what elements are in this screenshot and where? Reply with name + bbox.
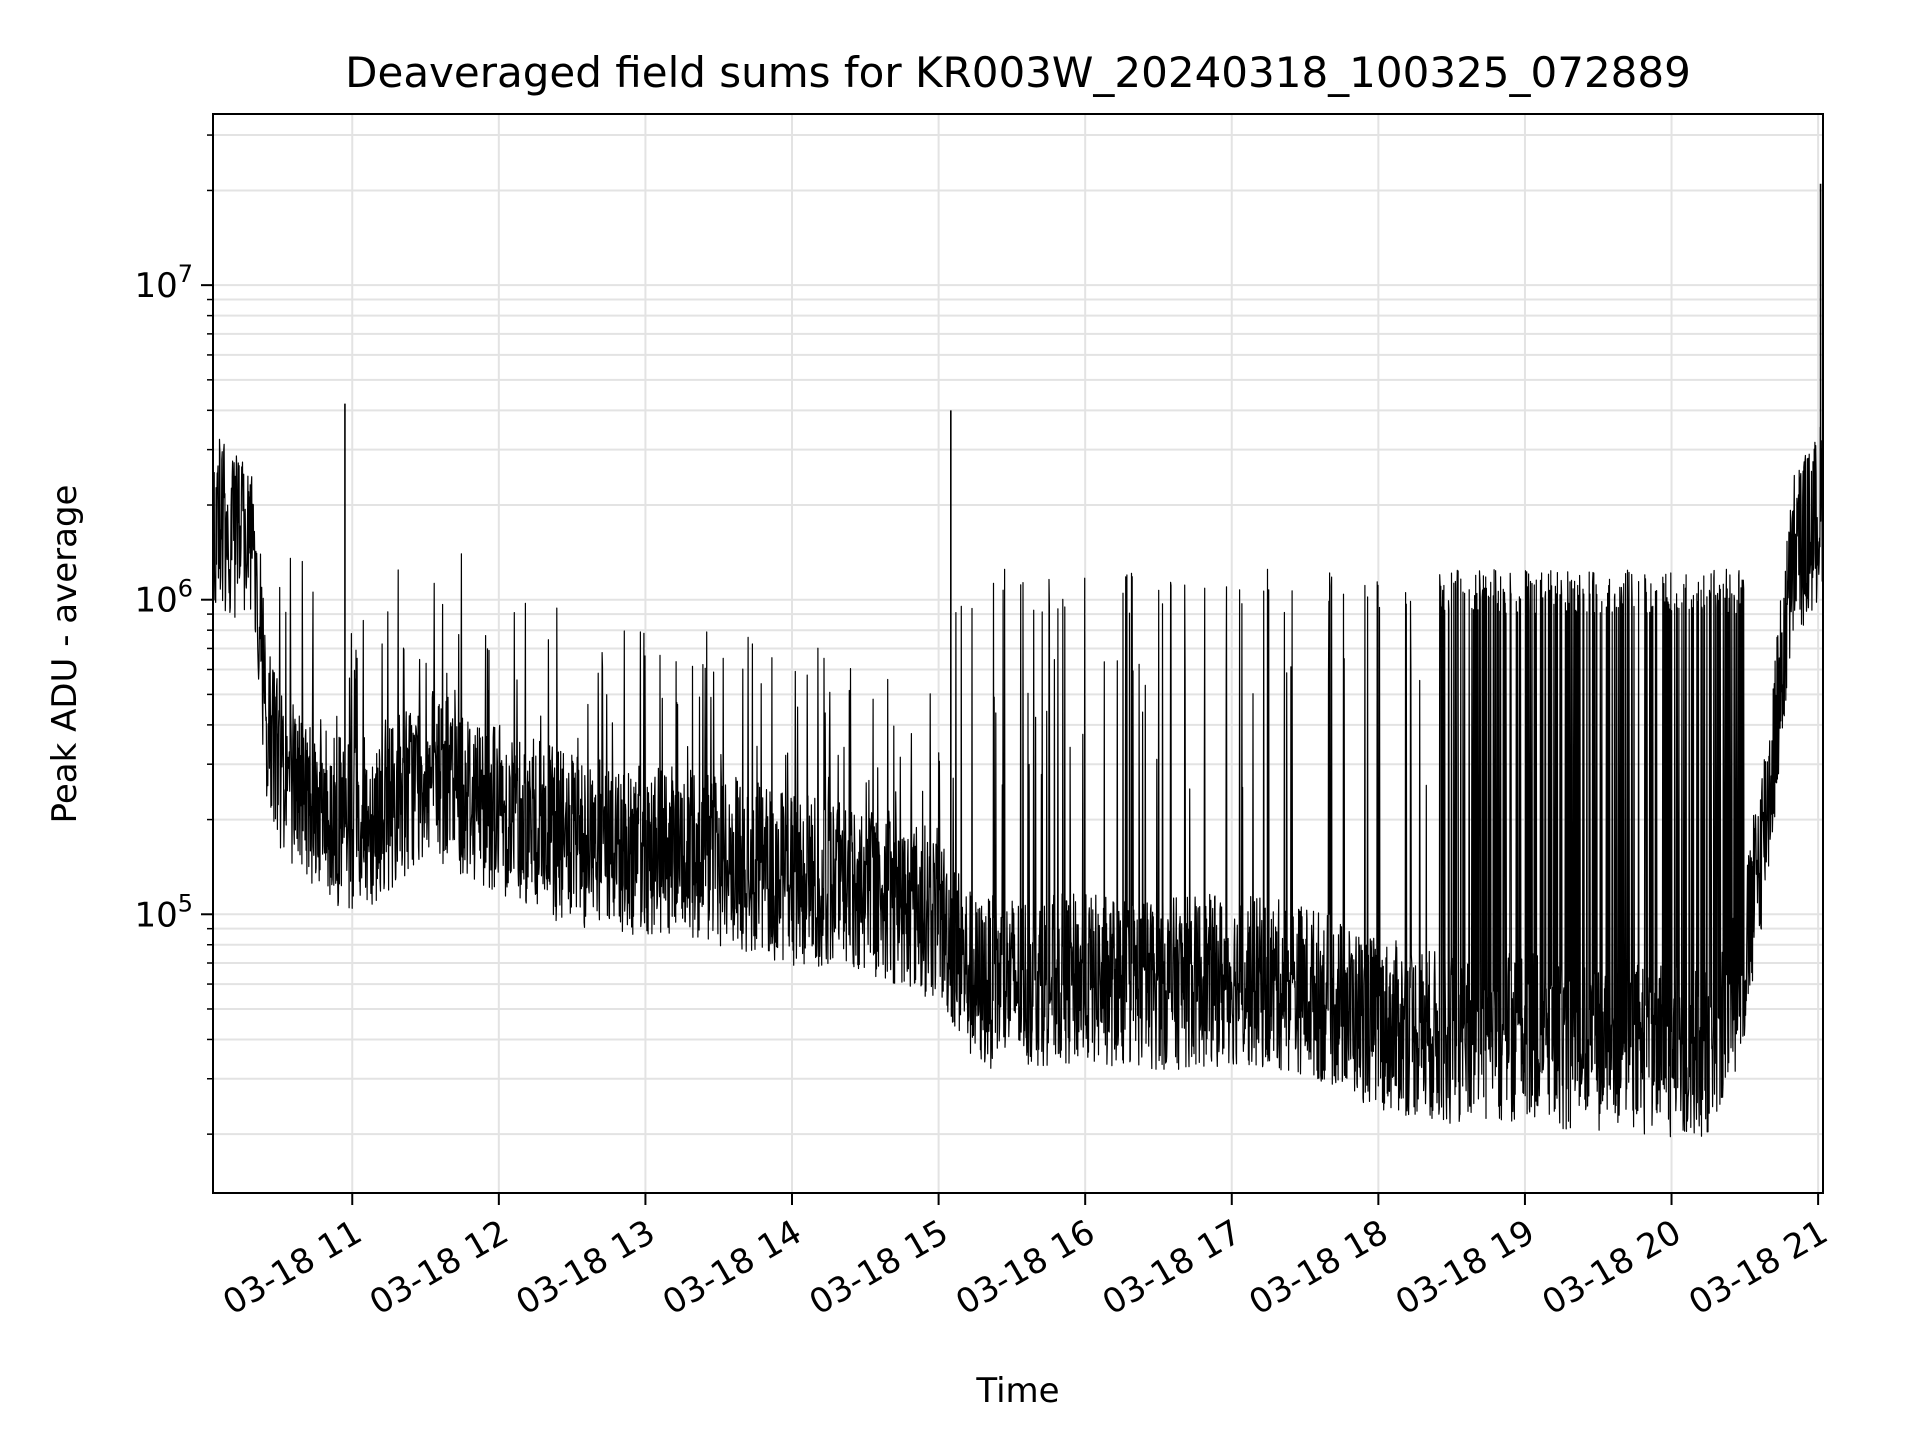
y-tick-label-exponent: 7	[178, 260, 193, 288]
y-tick-label-exponent: 5	[178, 889, 193, 917]
x-axis-label: Time	[975, 1371, 1059, 1411]
y-axis-label: Peak ADU - average	[45, 485, 85, 824]
y-tick-label-base: 10	[134, 581, 177, 621]
plot-frame	[212, 113, 1824, 1194]
y-tick-label-base: 10	[134, 266, 177, 306]
y-tick-label-exponent: 6	[178, 575, 193, 603]
chart-title: Deaveraged field sums for KR003W_2024031…	[345, 48, 1691, 97]
y-tick-label-base: 10	[134, 895, 177, 935]
y-tick-label: 105	[134, 889, 193, 935]
series-line	[212, 426, 1824, 1138]
y-tick-label: 106	[134, 575, 193, 621]
y-tick-label: 107	[134, 260, 193, 306]
